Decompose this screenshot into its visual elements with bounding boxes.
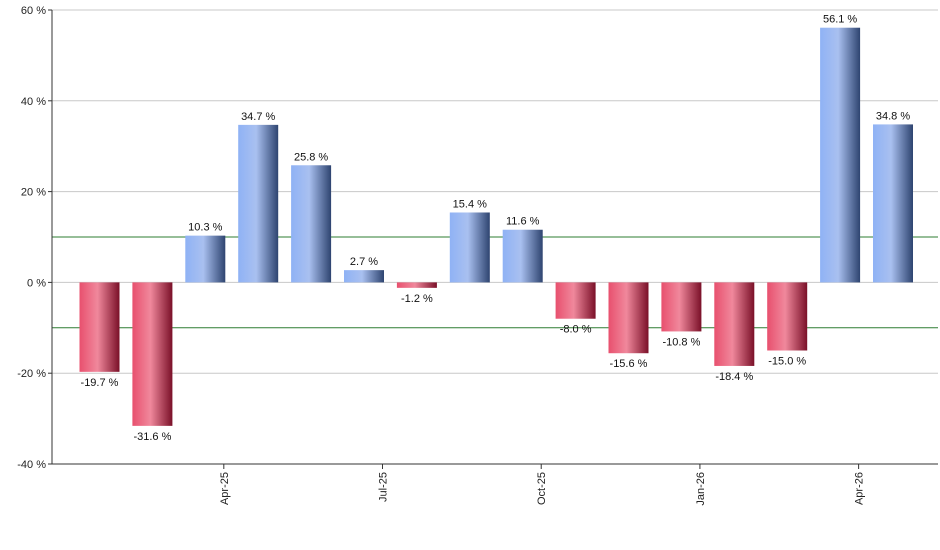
bar (555, 282, 596, 319)
y-tick-label: 20 % (21, 187, 46, 199)
bar (291, 165, 332, 283)
bar (79, 282, 120, 372)
data-label: -15.6 % (610, 358, 648, 370)
bar (238, 124, 279, 283)
bar (449, 212, 490, 283)
data-labels: -19.7 % -31.6 % 10.3 % 34.7 % 25.8 % 2.7 % -1.… (81, 14, 911, 443)
data-label: -10.8 % (662, 336, 700, 348)
data-label: 34.7 % (241, 111, 275, 123)
data-label: 2.7 % (350, 256, 378, 268)
axes (51, 10, 938, 465)
x-tick-label: Apr-26 (854, 472, 866, 505)
y-tick-label: -40 % (17, 459, 46, 471)
bar (661, 282, 702, 332)
data-label: -8.0 % (560, 324, 592, 336)
data-label: -1.2 % (401, 293, 433, 305)
data-label: 56.1 % (823, 14, 857, 26)
bar (608, 282, 649, 354)
bars (79, 27, 913, 426)
data-label: -19.7 % (81, 377, 119, 389)
y-axis-ticks: 60 % 40 % 20 % 0 % -20 % -40 % (17, 5, 52, 471)
x-tick-label: Jul-25 (378, 472, 390, 502)
bar (714, 282, 755, 366)
y-tick-label: 0 % (27, 277, 46, 289)
bar (396, 282, 437, 288)
bar (344, 270, 384, 283)
bar (132, 282, 173, 426)
data-label: 15.4 % (453, 198, 487, 210)
bar (502, 229, 543, 283)
bar (767, 282, 808, 351)
data-label: 10.3 % (188, 222, 222, 234)
x-tick-label: Jan-26 (695, 472, 707, 506)
bar (820, 27, 861, 283)
data-label: 11.6 % (506, 216, 540, 228)
x-axis-ticks: Apr-25 Jul-25 Oct-25 Jan-26 Apr-26 (219, 464, 866, 506)
data-label: -31.6 % (133, 431, 171, 443)
bar (185, 235, 226, 283)
data-label: 34.8 % (876, 110, 910, 122)
data-label: -15.0 % (768, 356, 806, 368)
y-tick-label: 60 % (21, 5, 46, 17)
data-label: -18.4 % (715, 371, 753, 383)
bar (873, 124, 913, 283)
data-label: 25.8 % (294, 151, 328, 163)
y-tick-label: -20 % (17, 368, 46, 380)
x-tick-label: Oct-25 (536, 472, 548, 505)
y-tick-label: 40 % (21, 96, 46, 108)
x-tick-label: Apr-25 (219, 472, 231, 505)
